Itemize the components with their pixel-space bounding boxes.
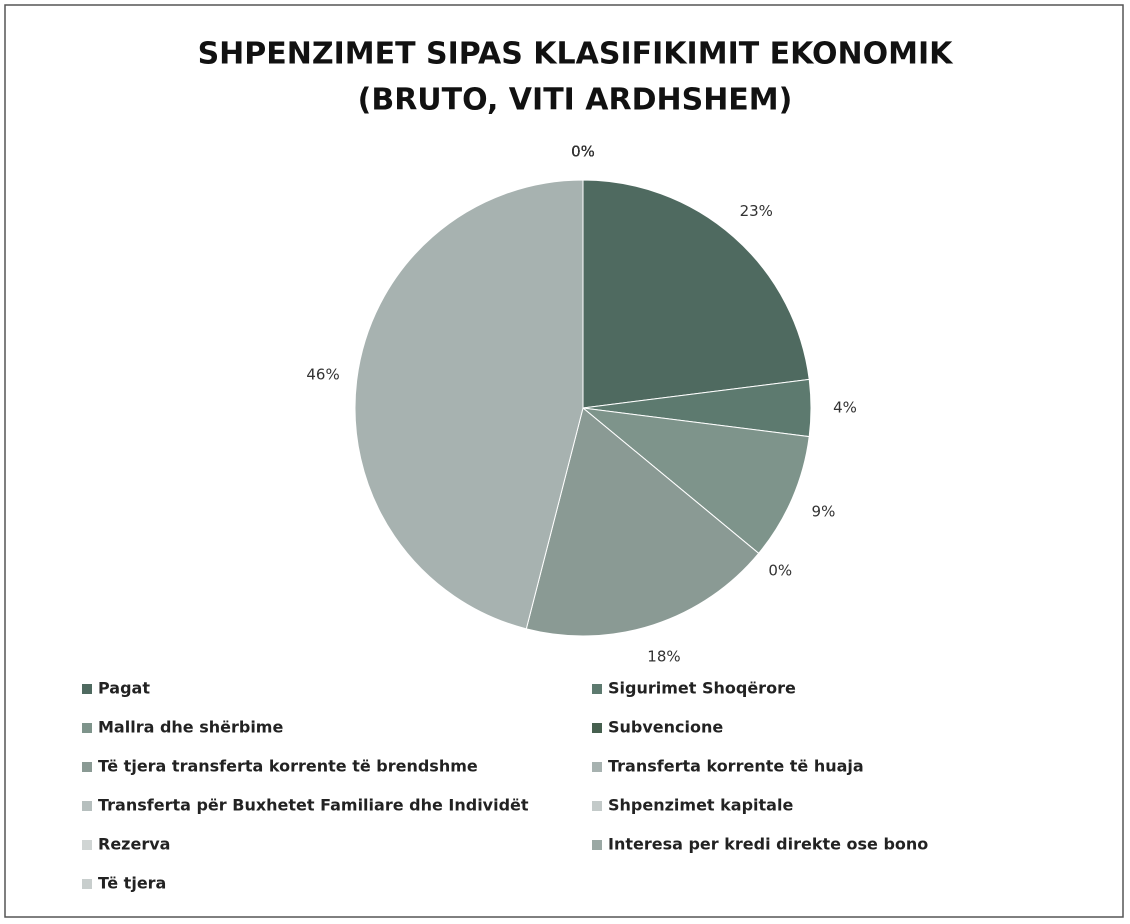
pie-slice bbox=[354, 179, 584, 630]
legend-swatch bbox=[82, 723, 92, 733]
legend-swatch bbox=[82, 801, 92, 811]
data-label: 0% bbox=[571, 143, 595, 161]
legend-label: Mallra dhe shërbime bbox=[98, 718, 283, 737]
pie-slice bbox=[581, 407, 810, 555]
legend-swatch bbox=[82, 840, 92, 850]
legend-label: Interesa per kredi direkte ose bono bbox=[608, 835, 928, 854]
legend-swatch bbox=[592, 723, 602, 733]
data-label: 0% bbox=[571, 143, 595, 161]
data-label: 0% bbox=[768, 562, 792, 580]
data-label: 18% bbox=[647, 648, 680, 666]
legend-swatch bbox=[592, 801, 602, 811]
data-label: 9% bbox=[812, 503, 836, 521]
chart-title: SHPENZIMET SIPAS KLASIFIKIMIT EKONOMIK bbox=[198, 37, 955, 72]
data-label: 0% bbox=[571, 143, 595, 161]
chart-title: (BRUTO, VITI ARDHSHEM) bbox=[358, 83, 793, 118]
legend-label: Rezerva bbox=[98, 835, 170, 854]
legend-label: Subvencione bbox=[608, 718, 723, 737]
legend-swatch bbox=[592, 684, 602, 694]
legend-swatch bbox=[592, 762, 602, 772]
data-label: 46% bbox=[306, 366, 339, 384]
legend-label: Shpenzimet kapitale bbox=[608, 796, 793, 815]
data-label: 4% bbox=[833, 399, 857, 417]
data-label: 0% bbox=[571, 143, 595, 161]
legend-label: Të tjera transferta korrente të brendshm… bbox=[98, 757, 478, 776]
legend-swatch bbox=[592, 840, 602, 850]
pie-slice bbox=[582, 179, 810, 409]
data-label: 0% bbox=[571, 143, 595, 161]
legend-label: Sigurimet Shoqërore bbox=[608, 679, 796, 698]
legend-swatch bbox=[82, 684, 92, 694]
pie-slice bbox=[525, 407, 760, 637]
legend-label: Të tjera bbox=[98, 874, 166, 893]
legend-label: Pagat bbox=[98, 679, 150, 698]
data-label: 23% bbox=[740, 202, 773, 220]
legend-swatch bbox=[82, 879, 92, 889]
legend-label: Transferta korrente të huaja bbox=[608, 757, 864, 776]
legend-label: Transferta për Buxhetet Familiare dhe In… bbox=[98, 796, 529, 815]
legend-swatch bbox=[82, 762, 92, 772]
